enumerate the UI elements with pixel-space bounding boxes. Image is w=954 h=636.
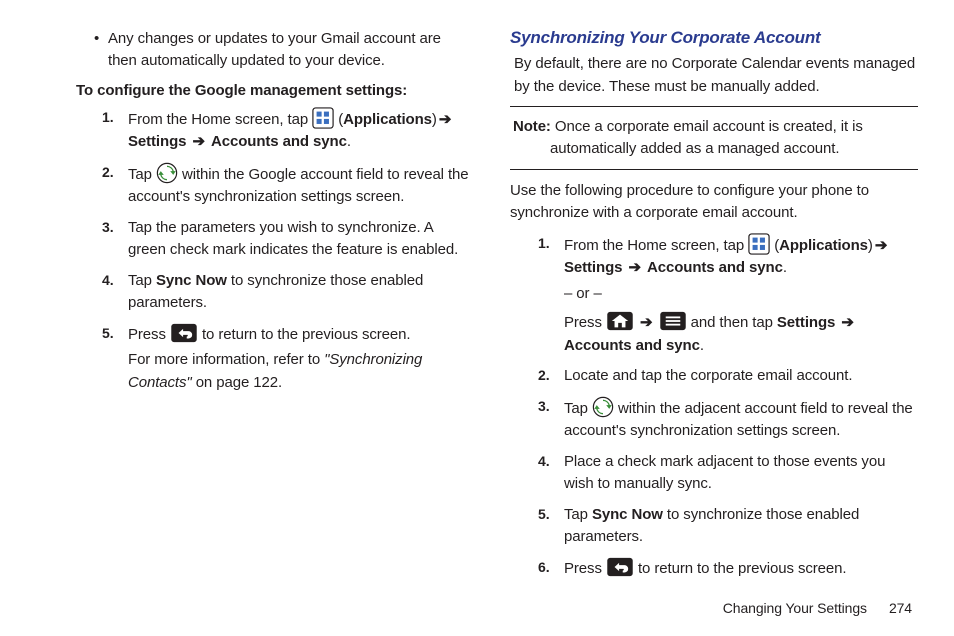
bullet-list: Any changes or updates to your Gmail acc… (50, 28, 470, 72)
text: . (700, 337, 704, 354)
procedure-intro: Use the following procedure to configure… (510, 180, 918, 225)
applications-label: Applications (779, 237, 868, 254)
apps-icon (312, 107, 334, 129)
step-1: From the Home screen, tap (Applications)… (128, 107, 470, 154)
text: From the Home screen, tap (128, 111, 312, 128)
step-4: Tap Sync Now to synchronize those enable… (128, 270, 470, 315)
note-label: Note: (513, 118, 551, 135)
step-5: Tap Sync Now to synchronize those enable… (564, 504, 918, 549)
step-3: Tap the parameters you wish to synchroni… (128, 217, 470, 262)
home-icon (606, 311, 634, 331)
config-subheading: To configure the Google management setti… (76, 82, 470, 99)
back-icon (606, 557, 634, 577)
left-column: Any changes or updates to your Gmail acc… (50, 28, 470, 614)
arrow-icon: ➔ (839, 314, 855, 331)
sync-now-label: Sync Now (156, 272, 227, 289)
reference-line: For more information, refer to "Synchron… (128, 349, 470, 394)
text: and then tap (687, 314, 777, 331)
text: to return to the previous screen. (634, 560, 847, 577)
right-column: Synchronizing Your Corporate Account By … (510, 28, 918, 614)
text: Tap (128, 272, 156, 289)
step-4: Place a check mark adjacent to those eve… (564, 451, 918, 496)
arrow-icon: ➔ (873, 237, 889, 254)
menu-icon (659, 311, 687, 331)
applications-label: Applications (343, 111, 432, 128)
apps-icon (748, 233, 770, 255)
text: ( (334, 111, 343, 128)
section-heading: Synchronizing Your Corporate Account (510, 28, 918, 48)
text: For more information, refer to (128, 351, 324, 368)
page-number: 274 (889, 600, 912, 616)
accounts-sync-label: Accounts and sync (211, 133, 347, 150)
note-body: Note: Once a corporate email account is … (510, 116, 918, 160)
left-steps: From the Home screen, tap (Applications)… (50, 107, 470, 395)
text: Tap (564, 400, 592, 417)
text: . (347, 133, 351, 150)
text: Press (128, 326, 170, 343)
intro-para: By default, there are no Corporate Calen… (510, 53, 918, 98)
step-2: Tap within the Google account field to r… (128, 162, 470, 209)
right-steps: From the Home screen, tap (Applications)… (510, 233, 918, 581)
text: ( (770, 237, 779, 254)
note-block: Note: Once a corporate email account is … (510, 106, 918, 170)
step-2: Locate and tap the corporate email accou… (564, 365, 918, 388)
note-text: Once a corporate email account is create… (550, 118, 863, 157)
settings-label: Settings (564, 259, 622, 276)
text: . (783, 259, 787, 276)
text: Press (564, 560, 606, 577)
text: Press (564, 314, 606, 331)
text: within the adjacent account field to rev… (564, 400, 913, 440)
or-line: – or – (564, 283, 918, 306)
page-footer: Changing Your Settings 274 (723, 600, 912, 616)
sync-icon (156, 162, 178, 184)
text: From the Home screen, tap (564, 237, 748, 254)
text: Tap (564, 506, 592, 523)
bullet-item: Any changes or updates to your Gmail acc… (108, 28, 470, 72)
sync-now-label: Sync Now (592, 506, 663, 523)
settings-label: Settings (777, 314, 835, 331)
step-5: Press to return to the previous screen. … (128, 323, 470, 395)
text: to return to the previous screen. (198, 326, 411, 343)
step-1: From the Home screen, tap (Applications)… (564, 233, 918, 358)
step-6: Press to return to the previous screen. (564, 557, 918, 581)
arrow-icon: ➔ (437, 111, 453, 128)
arrow-icon: ➔ (190, 133, 206, 150)
arrow-icon: ➔ (638, 314, 654, 331)
text: Tap (128, 166, 156, 183)
footer-section: Changing Your Settings (723, 600, 867, 616)
accounts-sync-label: Accounts and sync (647, 259, 783, 276)
accounts-sync-label: Accounts and sync (564, 337, 700, 354)
arrow-icon: ➔ (626, 259, 642, 276)
manual-page: Any changes or updates to your Gmail acc… (0, 0, 954, 636)
settings-label: Settings (128, 133, 186, 150)
sync-icon (592, 396, 614, 418)
step-3: Tap within the adjacent account field to… (564, 396, 918, 443)
back-icon (170, 323, 198, 343)
text: on page 122. (192, 374, 282, 391)
text: within the Google account field to revea… (128, 166, 469, 206)
